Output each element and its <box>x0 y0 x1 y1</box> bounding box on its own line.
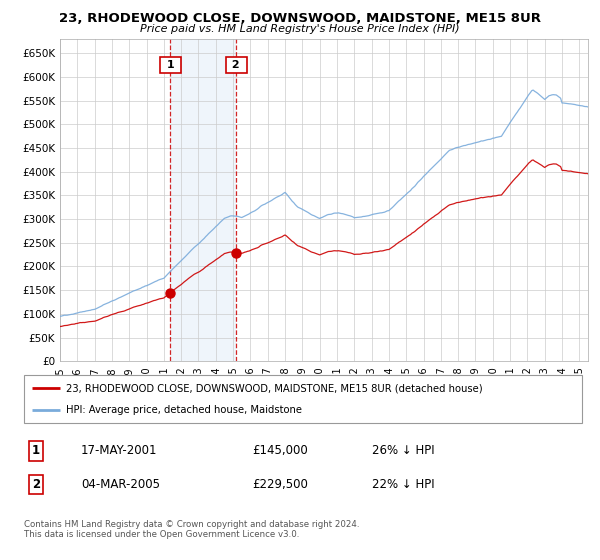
Text: £229,500: £229,500 <box>252 478 308 491</box>
Text: HPI: Average price, detached house, Maidstone: HPI: Average price, detached house, Maid… <box>66 405 302 415</box>
FancyBboxPatch shape <box>24 375 582 423</box>
Text: 22% ↓ HPI: 22% ↓ HPI <box>372 478 434 491</box>
Text: 1: 1 <box>32 444 40 458</box>
Text: 1: 1 <box>163 60 178 70</box>
Text: 17-MAY-2001: 17-MAY-2001 <box>81 444 157 458</box>
Text: 2: 2 <box>229 60 244 70</box>
Text: 26% ↓ HPI: 26% ↓ HPI <box>372 444 434 458</box>
Text: 2: 2 <box>32 478 40 491</box>
Text: 23, RHODEWOOD CLOSE, DOWNSWOOD, MAIDSTONE, ME15 8UR: 23, RHODEWOOD CLOSE, DOWNSWOOD, MAIDSTON… <box>59 12 541 25</box>
Text: 23, RHODEWOOD CLOSE, DOWNSWOOD, MAIDSTONE, ME15 8UR (detached house): 23, RHODEWOOD CLOSE, DOWNSWOOD, MAIDSTON… <box>66 383 482 393</box>
Text: Price paid vs. HM Land Registry's House Price Index (HPI): Price paid vs. HM Land Registry's House … <box>140 24 460 34</box>
Text: 04-MAR-2005: 04-MAR-2005 <box>81 478 160 491</box>
Bar <box>170 39 236 361</box>
Text: Contains HM Land Registry data © Crown copyright and database right 2024.
This d: Contains HM Land Registry data © Crown c… <box>24 520 359 539</box>
Text: £145,000: £145,000 <box>252 444 308 458</box>
